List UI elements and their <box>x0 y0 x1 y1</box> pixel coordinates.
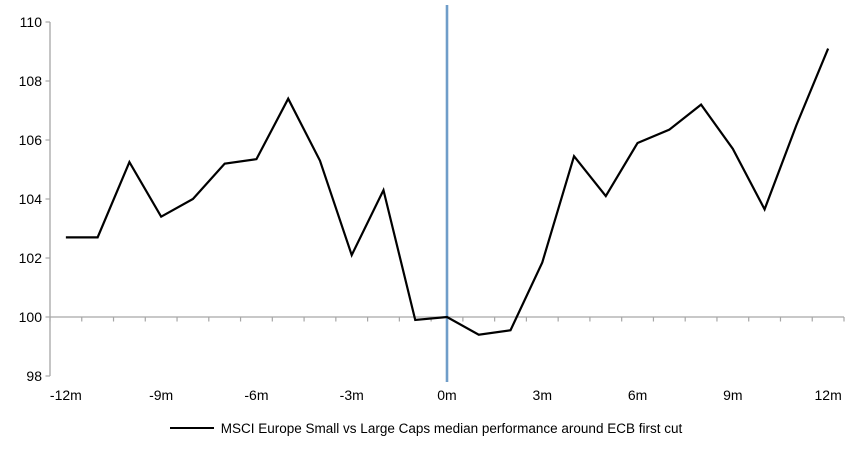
x-tick-label: -12m <box>50 387 82 403</box>
y-tick-label: 104 <box>19 191 43 207</box>
y-tick-label: 100 <box>19 309 43 325</box>
x-tick-label: 12m <box>815 387 842 403</box>
y-tick-label: 106 <box>19 132 43 148</box>
y-axis-labels: 98 100 102 104 106 108 110 <box>19 14 43 384</box>
x-axis-labels: -12m -9m -6m -3m 0m 3m 6m 9m 12m <box>50 387 842 403</box>
x-tick-label: 9m <box>723 387 742 403</box>
x-tick-label: 3m <box>533 387 552 403</box>
y-tick-label: 98 <box>26 368 42 384</box>
legend-label: MSCI Europe Small vs Large Caps median p… <box>220 420 683 436</box>
legend: MSCI Europe Small vs Large Caps median p… <box>0 418 852 438</box>
x-tick-label: 6m <box>628 387 647 403</box>
y-axis-ticks <box>45 21 50 377</box>
x-tick-label: 0m <box>437 387 456 403</box>
y-tick-label: 110 <box>20 14 43 30</box>
x-tick-label: -3m <box>340 387 364 403</box>
y-tick-label: 102 <box>19 250 43 266</box>
series-line-msci <box>65 48 830 336</box>
x-tick-label: -6m <box>244 387 268 403</box>
x-tick-label: -9m <box>149 387 173 403</box>
legend-line-swatch <box>169 427 214 429</box>
y-tick-label: 108 <box>19 73 43 89</box>
